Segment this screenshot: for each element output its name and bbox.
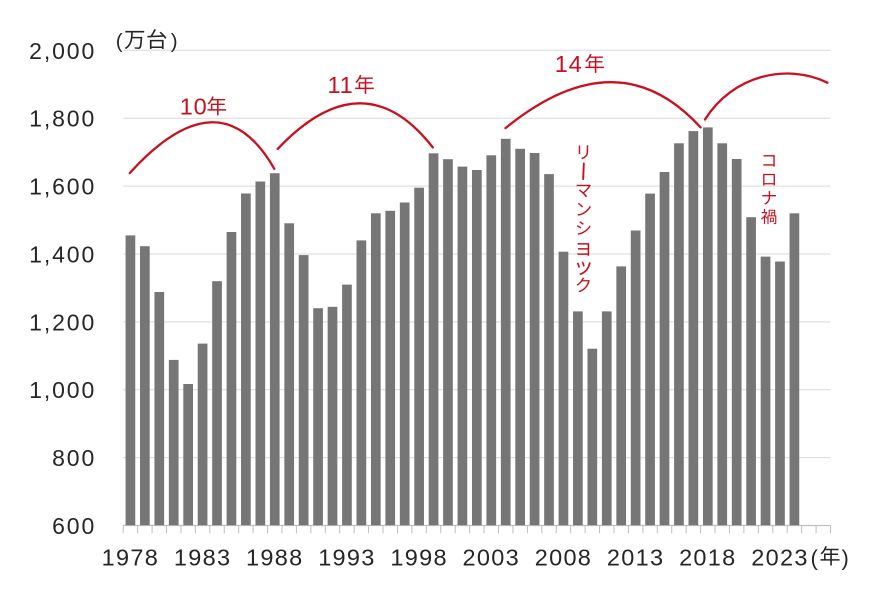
svg-text:600: 600 — [52, 513, 96, 539]
svg-text:1,000: 1,000 — [29, 377, 96, 403]
svg-text:1,200: 1,200 — [29, 309, 96, 335]
svg-text:1988: 1988 — [246, 545, 303, 571]
svg-text:1,600: 1,600 — [29, 174, 96, 200]
svg-text:): ) — [171, 30, 178, 53]
svg-text:2013: 2013 — [607, 545, 664, 571]
svg-text:14: 14 — [555, 51, 583, 77]
svg-text:2008: 2008 — [535, 545, 592, 571]
svg-text:2,000: 2,000 — [29, 38, 96, 64]
svg-text:1978: 1978 — [102, 545, 159, 571]
svg-text:(: ( — [811, 546, 819, 571]
svg-text:800: 800 — [52, 445, 96, 471]
svg-text:1998: 1998 — [390, 545, 447, 571]
svg-text:1983: 1983 — [174, 545, 231, 571]
svg-text:1993: 1993 — [318, 545, 375, 571]
svg-text:(: ( — [116, 30, 123, 53]
svg-text:1,400: 1,400 — [29, 241, 96, 267]
svg-text:1,800: 1,800 — [29, 106, 96, 132]
svg-text:2018: 2018 — [679, 545, 736, 571]
svg-text:): ) — [842, 546, 849, 571]
svg-text:11: 11 — [328, 72, 354, 98]
svg-text:2003: 2003 — [463, 545, 520, 571]
svg-text:2023: 2023 — [751, 545, 808, 571]
svg-text:10: 10 — [180, 94, 208, 120]
